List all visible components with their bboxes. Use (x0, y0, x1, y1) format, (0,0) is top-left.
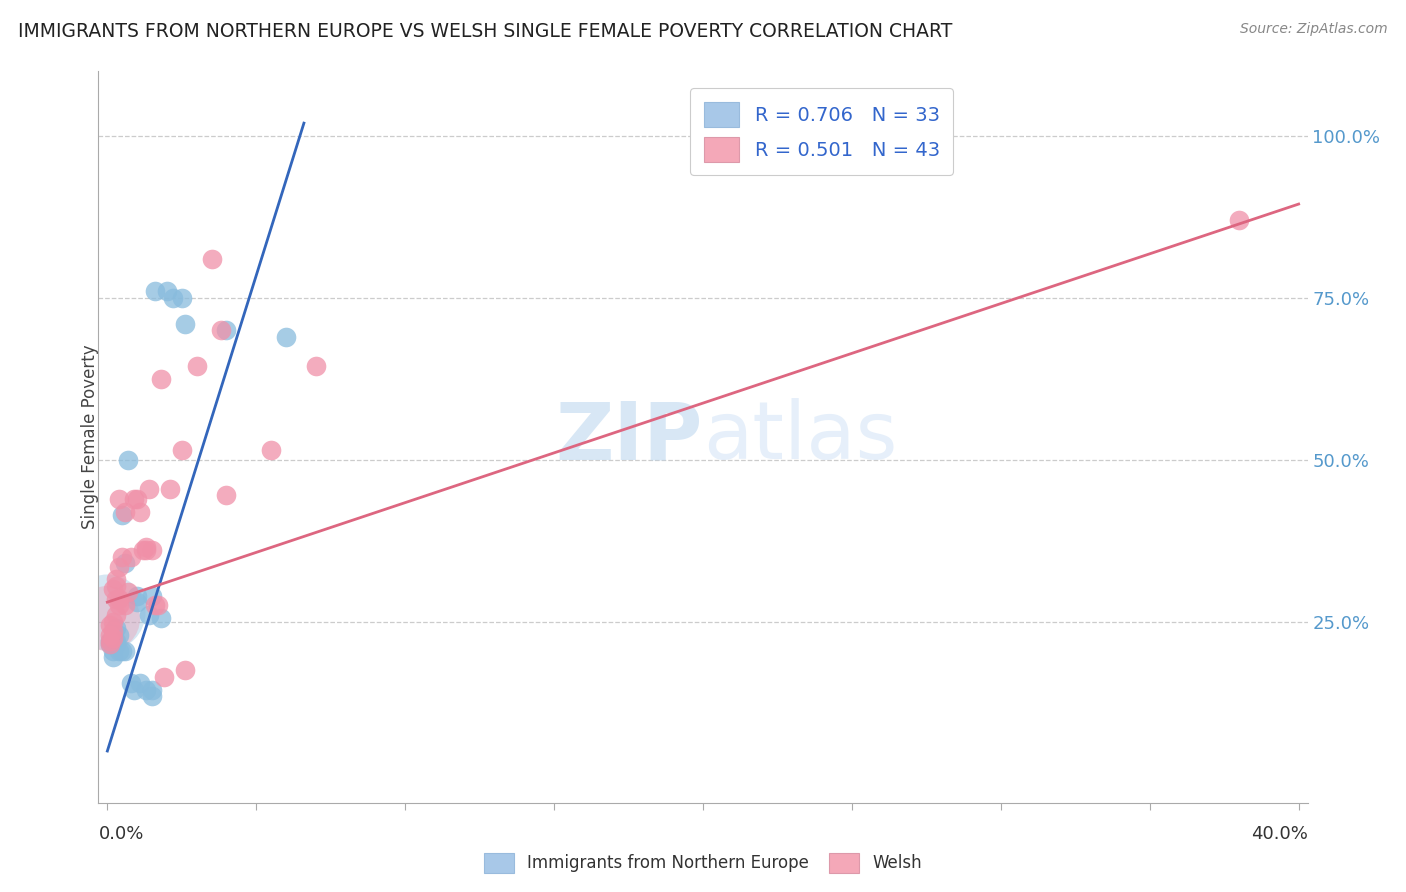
Point (143, 285, 166, 299)
Point (103, 631, 125, 645)
Point (141, 543, 163, 558)
Point (127, 491, 149, 506)
Point (141, 689, 163, 703)
Point (114, 599, 136, 613)
Point (103, 631, 125, 645)
Point (170, 443, 193, 458)
Point (103, 643, 125, 657)
Point (114, 643, 136, 657)
Point (186, 359, 208, 373)
Point (105, 591, 128, 606)
Text: IMMIGRANTS FROM NORTHERN EUROPE VS WELSH SINGLE FEMALE POVERTY CORRELATION CHART: IMMIGRANTS FROM NORTHERN EUROPE VS WELSH… (18, 22, 953, 41)
Point (117, 452, 139, 467)
Legend: Immigrants from Northern Europe, Welsh: Immigrants from Northern Europe, Welsh (477, 847, 929, 880)
Point (114, 504, 136, 518)
Point (138, 482, 160, 496)
Point (122, 682, 145, 697)
Point (108, 643, 131, 657)
Point (173, 663, 195, 677)
Point (108, 591, 131, 606)
Point (105, 608, 128, 623)
Point (105, 634, 128, 648)
Point (98, 634, 121, 648)
Point (132, 543, 155, 558)
Point (108, 599, 131, 613)
Point (129, 504, 152, 518)
Text: Source: ZipAtlas.com: Source: ZipAtlas.com (1240, 22, 1388, 37)
Point (114, 557, 136, 571)
Point (159, 482, 181, 496)
Point (108, 559, 131, 574)
Point (127, 595, 149, 609)
Point (141, 682, 163, 697)
Point (200, 252, 222, 266)
Point (117, 585, 139, 599)
Point (215, 488, 238, 502)
Point (111, 549, 134, 564)
Text: 40.0%: 40.0% (1251, 825, 1308, 843)
Point (98, 627, 121, 641)
Point (96, 611, 118, 625)
Point (146, 599, 169, 613)
Point (98, 637, 121, 651)
Point (108, 627, 131, 641)
Point (135, 682, 157, 697)
Point (122, 491, 145, 506)
Point (98, 617, 121, 632)
Point (103, 650, 125, 665)
Point (260, 443, 283, 458)
Point (170, 291, 193, 305)
Point (129, 676, 152, 690)
Point (96, 605, 118, 619)
Point (156, 285, 179, 299)
Point (305, 359, 328, 373)
Text: ZIP: ZIP (555, 398, 703, 476)
Text: 0.0%: 0.0% (98, 825, 143, 843)
Point (105, 573, 128, 587)
Point (1227, 213, 1250, 227)
Point (98, 637, 121, 651)
Point (162, 291, 184, 305)
Text: atlas: atlas (703, 398, 897, 476)
Legend: R = 0.706   N = 33, R = 0.501   N = 43: R = 0.706 N = 33, R = 0.501 N = 43 (690, 88, 953, 176)
Point (98, 634, 121, 648)
Point (111, 508, 134, 522)
Point (153, 669, 176, 683)
Point (215, 323, 238, 337)
Point (127, 589, 149, 603)
Point (209, 323, 232, 337)
Point (135, 543, 157, 558)
Point (120, 676, 142, 690)
Point (103, 624, 125, 639)
Point (105, 637, 128, 651)
Point (108, 491, 131, 506)
Point (103, 615, 125, 629)
Point (135, 540, 157, 554)
Point (143, 599, 166, 613)
Point (149, 611, 172, 625)
Point (274, 330, 297, 344)
Point (111, 643, 134, 657)
Point (103, 582, 125, 597)
Y-axis label: Single Female Poverty: Single Female Poverty (82, 345, 98, 529)
Point (138, 608, 160, 623)
Point (149, 372, 172, 386)
Point (105, 579, 128, 593)
Point (173, 317, 195, 331)
Point (120, 549, 142, 564)
Point (141, 589, 163, 603)
Point (105, 621, 128, 635)
